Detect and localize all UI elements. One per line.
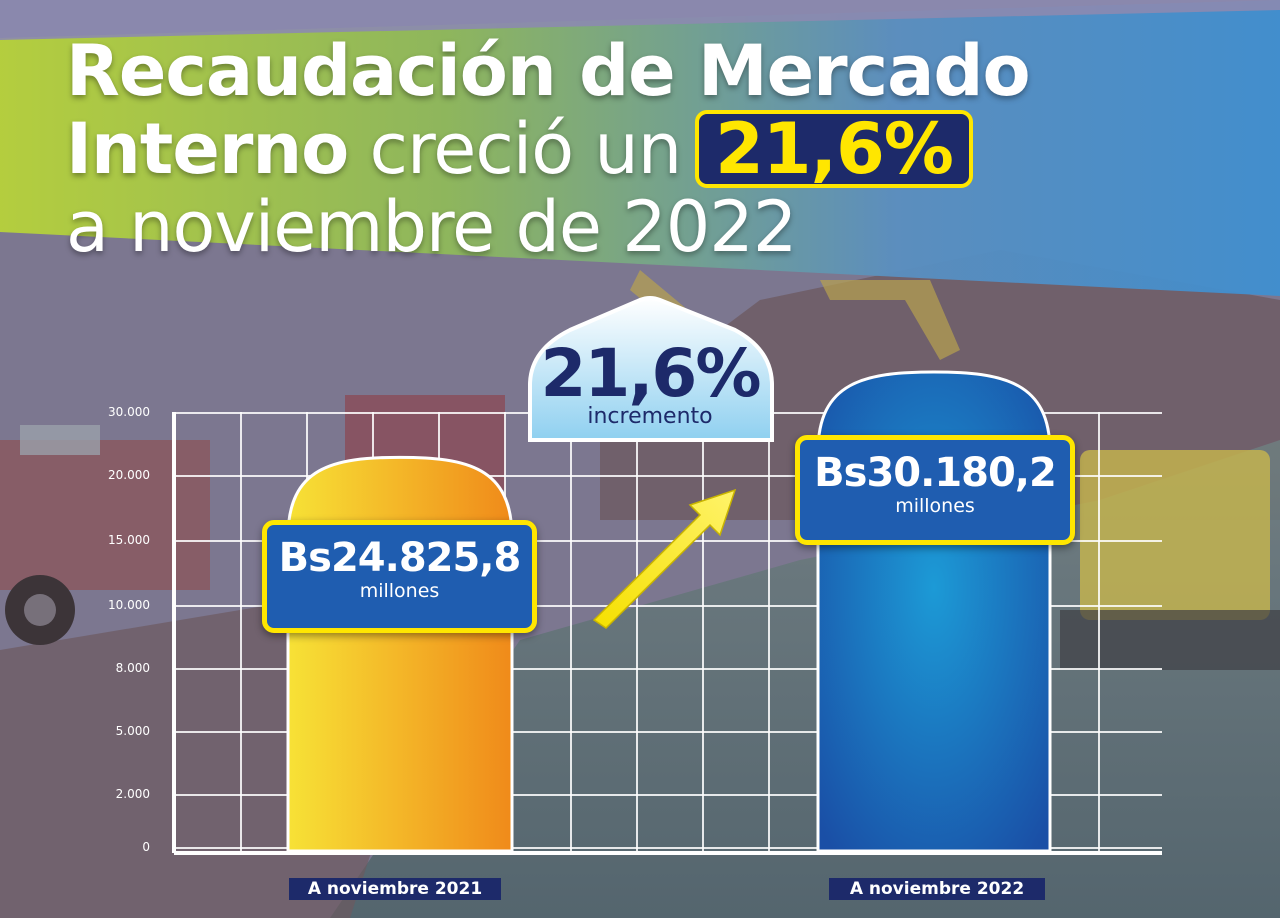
title-bold-word: Interno [66,108,349,190]
title-line-2-text: creció un [369,108,683,190]
title-percent-highlight: 21,6% [695,110,973,188]
unit-label-2021: millones [359,580,440,602]
increment-percent: 21,6% [540,335,762,412]
y-tick-label: 10.000 [108,598,150,612]
title-line-3: a noviembre de 2022 [66,186,797,268]
x-label-2021: A noviembre 2021 [289,878,501,900]
y-tick-label: 8.000 [115,661,150,675]
y-tick-label: 30.000 [108,405,150,419]
y-tick-label: 5.000 [115,724,150,738]
data-label-2022: Bs30.180,2 [814,450,1057,496]
unit-label-2022: millones [895,495,975,517]
value-label-2021: Bs24.825,8 millones [262,520,537,633]
x-label-2022: A noviembre 2022 [829,878,1045,900]
data-label-2021: Bs24.825,8 [278,535,522,581]
y-tick-label: 20.000 [108,468,150,482]
increase-arrow-icon [592,488,737,629]
increment-badge-shape [528,296,774,442]
title-line-1: Recaudación de Mercado [66,30,1031,112]
bar-2021 [286,455,514,853]
title-line-2: Interno creció un 21,6% [66,108,973,190]
y-tick-label: 15.000 [108,533,150,547]
y-tick-label: 0 [142,840,150,854]
increment-label: incremento [587,404,713,429]
y-tick-label: 2.000 [115,787,150,801]
value-label-2022: Bs30.180,2 millones [795,435,1075,545]
